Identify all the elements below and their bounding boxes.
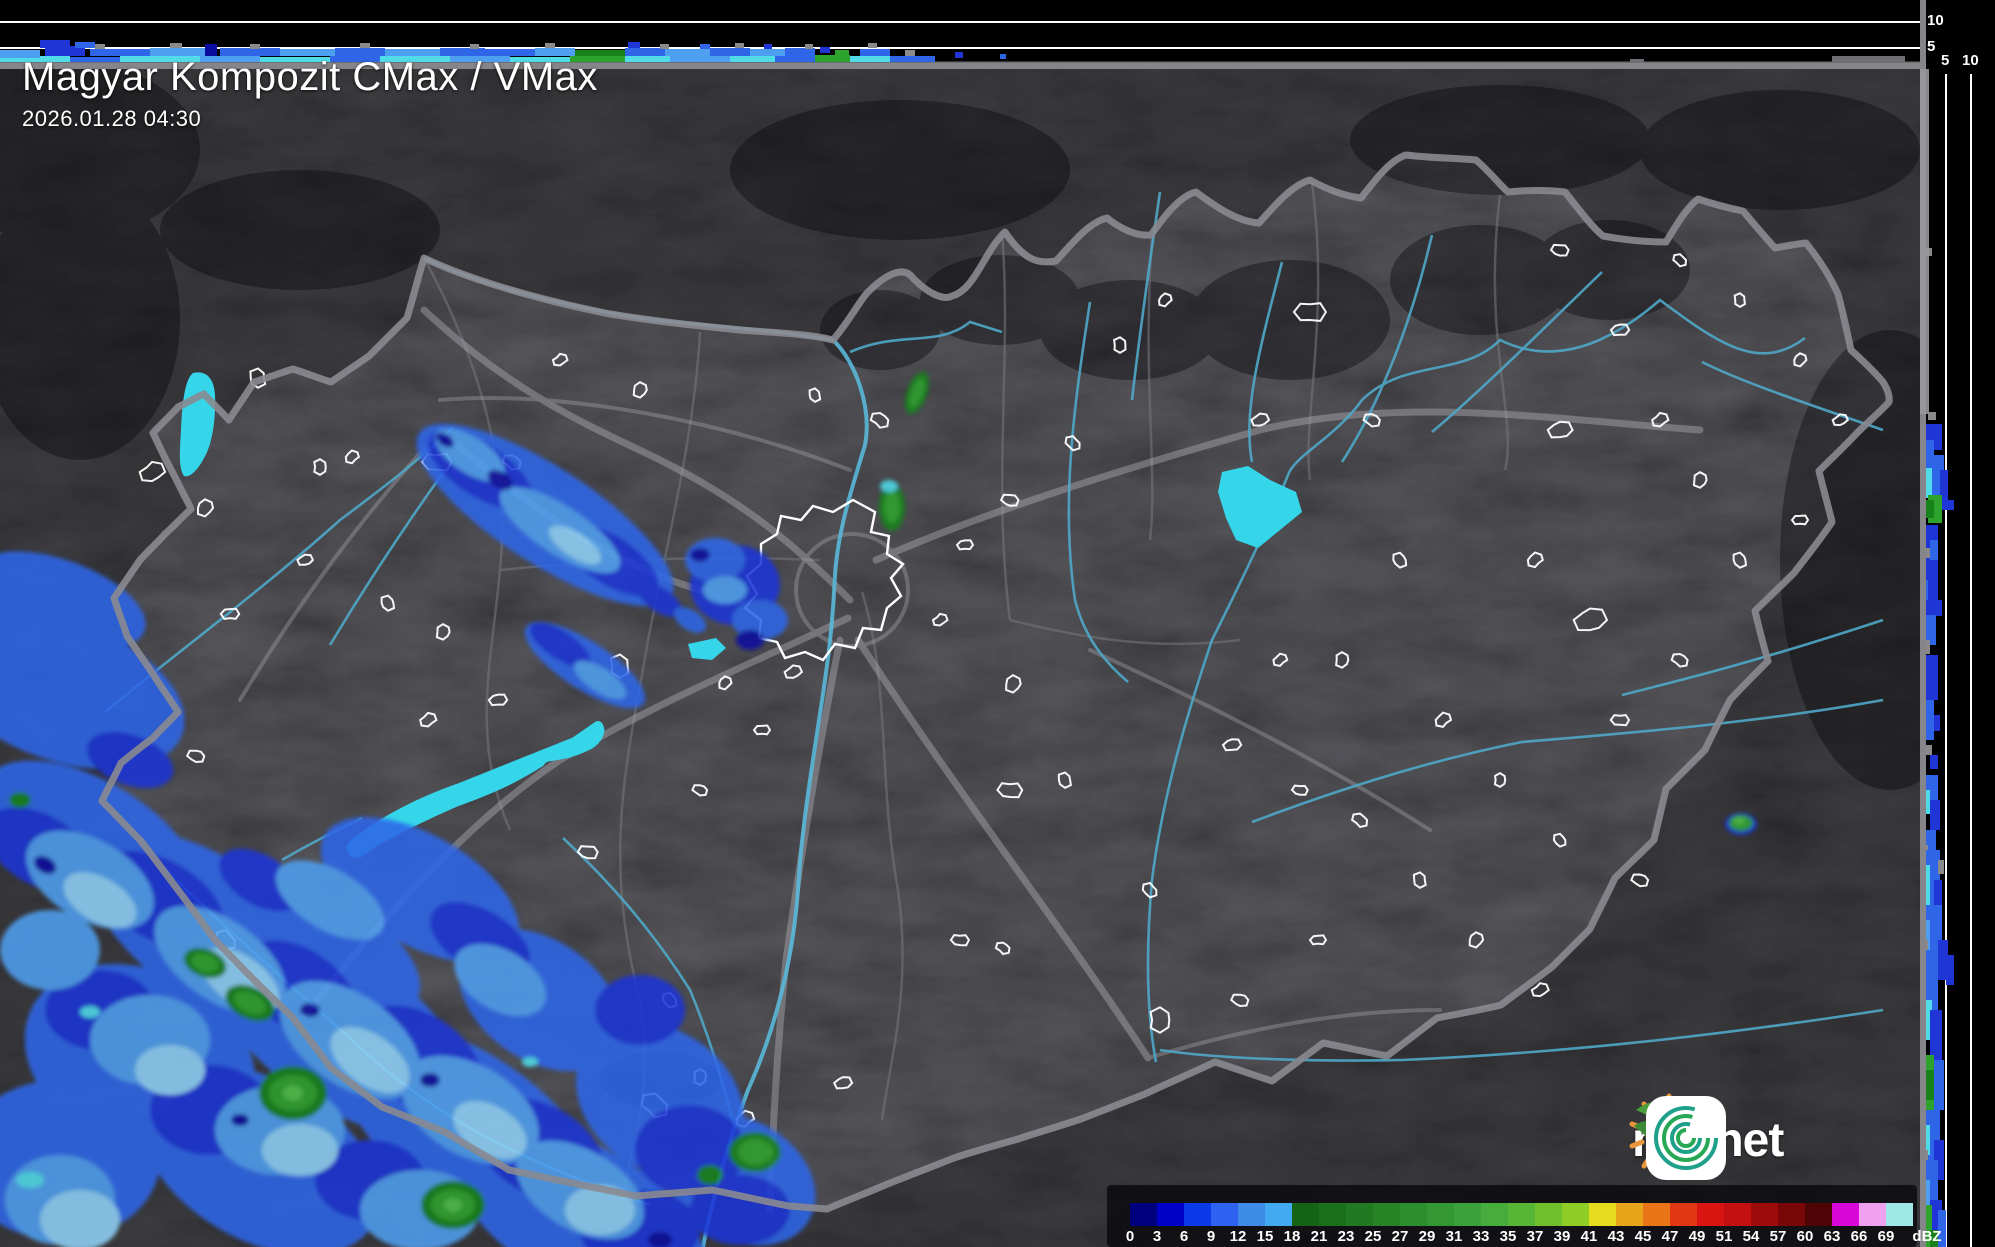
top-strip-separator xyxy=(0,63,1926,69)
right-strip-tick-10: 10 xyxy=(1962,52,1979,69)
page-title: Magyar Kompozit CMax / VMax xyxy=(22,55,598,99)
title-block: Magyar Kompozit CMax / VMax 2026.01.28 0… xyxy=(22,55,598,132)
top-strip-tick-10: 10 xyxy=(1927,12,1944,29)
right-strip-separator xyxy=(1920,0,1926,1247)
metnet-logo: metnet xyxy=(1628,1092,1912,1188)
lake-velence xyxy=(688,638,726,660)
dbz-legend: 0 3 6 9 12 15 18 21 23 25 27 29 31 33 35 37 39 41 43 45 47 49… xyxy=(1107,1185,1942,1247)
right-strip-tick-5: 5 xyxy=(1941,52,1950,69)
top-profile-strip xyxy=(0,0,1920,64)
budapest-outline xyxy=(743,498,905,662)
lake-tisza xyxy=(1218,466,1302,548)
top-strip-tick-5: 5 xyxy=(1927,38,1936,55)
dbz-tick-labels: 0 3 6 9 12 15 18 21 23 25 27 29 31 33 35 37 39 41 43 45 47 49… xyxy=(1125,1228,1942,1245)
dbz-colorbar xyxy=(1130,1203,1913,1226)
top-strip-echoes xyxy=(0,40,1006,62)
timestamp: 2026.01.28 04:30 xyxy=(22,106,202,131)
hungary-border xyxy=(98,151,1893,1213)
right-profile-strip xyxy=(1921,0,1995,1247)
metnet-app-icon xyxy=(1634,1096,1726,1180)
